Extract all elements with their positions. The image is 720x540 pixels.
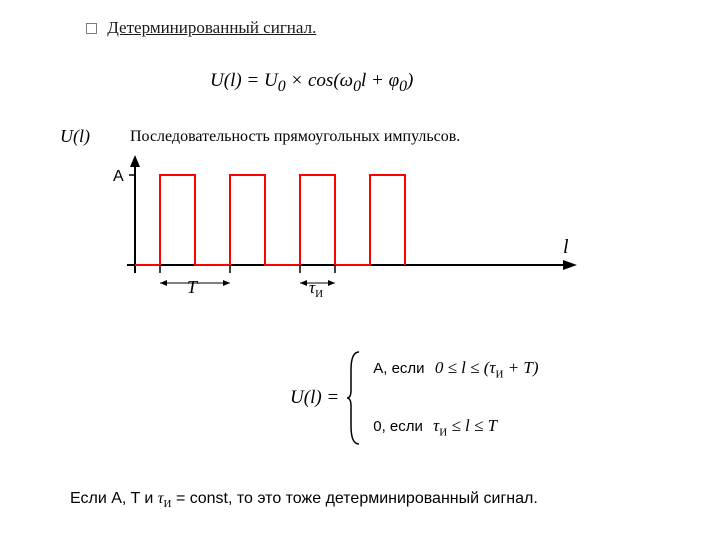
main-formula: U(l) = U0 × cos(ω0l + φ0) xyxy=(210,70,413,96)
case-2: 0, если τИ ≤ l ≤ T xyxy=(373,416,538,438)
y-axis-label: U(l) xyxy=(60,126,90,147)
pulse-diagram: A TτИ l xyxy=(105,155,585,315)
case2-prefix: 0, если xyxy=(373,418,423,435)
subtitle: Последовательность прямоугольных импульс… xyxy=(130,128,460,146)
svg-text:A: A xyxy=(113,168,124,185)
formula-expr: U(l) = U0 × cos(ω0l + φ0) xyxy=(210,70,413,91)
piecewise-definition: U(l) = A, если 0 ≤ l ≤ (τИ + T) 0, если … xyxy=(290,350,539,446)
brace-icon xyxy=(345,350,363,446)
bullet-icon xyxy=(86,23,97,34)
case1-math: 0 ≤ l ≤ (τИ + T) xyxy=(431,358,539,380)
title-text: Детерминированный сигнал. xyxy=(107,18,316,37)
svg-text:τИ: τИ xyxy=(309,278,323,300)
svg-text:T: T xyxy=(187,277,199,297)
case2-math: τИ ≤ l ≤ T xyxy=(429,416,497,438)
piecewise-cases: A, если 0 ≤ l ≤ (τИ + T) 0, если τИ ≤ l … xyxy=(373,358,538,439)
section-title: Детерминированный сигнал. xyxy=(86,18,316,38)
case-1: A, если 0 ≤ l ≤ (τИ + T) xyxy=(373,358,538,380)
svg-text:l: l xyxy=(563,236,569,258)
case1-prefix: A, если xyxy=(373,360,424,377)
bottom-post: = const, то это тоже детерминированный с… xyxy=(176,490,538,507)
bottom-pre: Если A, T и xyxy=(70,490,158,507)
bottom-note: Если A, T и τИ = const, то это тоже дете… xyxy=(70,490,538,510)
piecewise-lhs: U(l) = xyxy=(290,387,339,409)
bottom-tau: τИ xyxy=(158,490,172,507)
